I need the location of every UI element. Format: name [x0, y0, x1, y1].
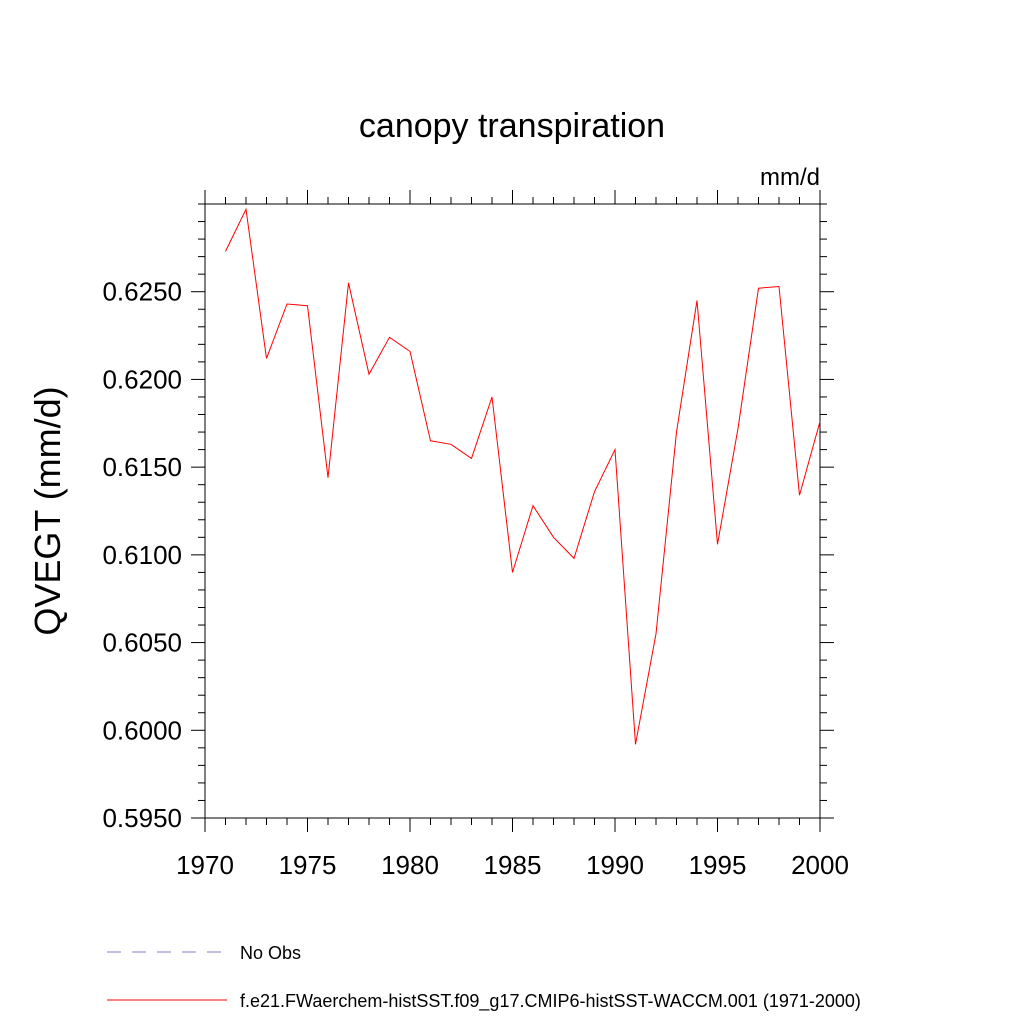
y-tick-label: 0.6200: [102, 364, 182, 394]
x-tick-label: 1970: [176, 850, 234, 880]
axis-ticks: [191, 190, 834, 832]
y-tick-labels: 0.5950 0.6000 0.6050 0.6100 0.6150 0.6200 0.62…: [102, 277, 182, 833]
y-tick-label: 0.6100: [102, 540, 182, 570]
x-tick-label: 1975: [279, 850, 337, 880]
legend-label: f.e21.FWaerchem-histSST.f09_g17.CMIP6-hi…: [240, 991, 861, 1012]
y-tick-label: 0.6250: [102, 277, 182, 307]
chart-title: canopy transpiration: [359, 107, 665, 145]
x-tick-label: 1990: [586, 850, 644, 880]
data-series: [225, 207, 821, 745]
legend-label: No Obs: [240, 943, 301, 963]
y-tick-label: 0.5950: [102, 803, 182, 833]
y-tick-label: 0.6150: [102, 452, 182, 482]
x-tick-labels: 1970 1975 1980 1985 1990 1995 2000: [176, 850, 849, 880]
x-tick-label: 2000: [791, 850, 849, 880]
units-label: mm/d: [760, 164, 820, 191]
legend: No Obs f.e21.FWaerchem-histSST.f09_g17.CM…: [107, 943, 861, 1012]
x-tick-label: 1995: [689, 850, 747, 880]
y-tick-label: 0.6050: [102, 628, 182, 658]
y-axis-label: QVEGT (mm/d): [27, 386, 68, 635]
x-tick-label: 1980: [381, 850, 439, 880]
plot-frame: [204, 203, 821, 819]
y-tick-label: 0.6000: [102, 715, 182, 745]
x-tick-label: 1985: [484, 850, 542, 880]
series-line: [225, 207, 821, 745]
